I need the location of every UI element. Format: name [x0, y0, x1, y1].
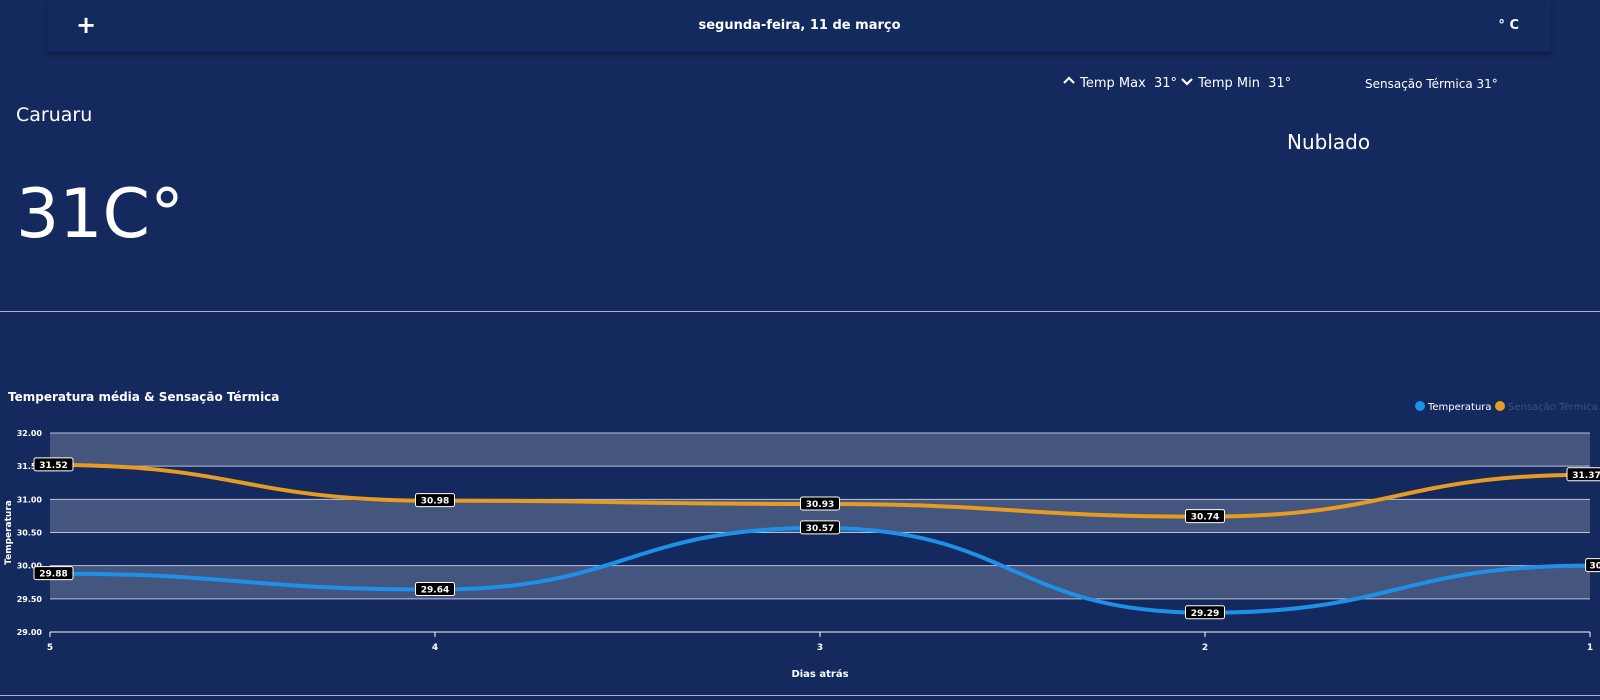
data-label-temperatura: 29.29 — [1191, 609, 1219, 619]
temp-max-value: 31° — [1153, 76, 1177, 91]
x-tick-label: 3 — [817, 643, 823, 653]
temp-max: Temp Max 31° — [1062, 74, 1177, 91]
section-divider — [0, 311, 1600, 312]
legend-item-temperatura[interactable]: Temperatura — [1415, 401, 1492, 413]
line-chart: 29.00 29.50 30.00 30.50 31.00 31.50 32.00 5 4 3 2 1… — [4, 429, 1600, 680]
current-date: segunda-feira, 11 de março — [698, 18, 901, 33]
data-label-temperatura: 30 — [1590, 562, 1600, 572]
legend-dot-temperatura — [1415, 401, 1425, 411]
chevron-up-icon — [1063, 76, 1075, 84]
data-label-box-temperatura — [415, 582, 455, 597]
data-label-temperatura: 29.88 — [39, 570, 67, 580]
y-tick-label: 29.00 — [17, 628, 43, 637]
y-tick-label: 29.50 — [17, 595, 43, 604]
legend-label-sensacao: Sensação Térmica — [1508, 402, 1598, 413]
temp-min-label: Temp Min — [1198, 76, 1260, 91]
data-label-box-sensacao — [800, 496, 840, 511]
y-tick-label: 31.50 — [17, 462, 43, 471]
add-city-button[interactable]: + — [72, 11, 100, 39]
grid-band — [50, 433, 1590, 467]
legend-label-temperatura: Temperatura — [1428, 402, 1492, 413]
current-temperature: 31C° — [16, 175, 185, 254]
feels-like: Sensação Térmica 31° — [1365, 77, 1498, 91]
y-tick-label: 30.00 — [17, 562, 43, 571]
data-label-box-temperatura — [1585, 558, 1600, 573]
data-label-sensacao: 30.98 — [421, 497, 449, 507]
data-label-box-sensacao — [33, 457, 74, 472]
grid-band — [50, 565, 1590, 599]
data-label-sensacao: 31.37 — [1572, 471, 1600, 481]
plus-icon: + — [75, 11, 97, 39]
x-tick-label: 5 — [47, 643, 53, 653]
legend-dot-sensacao — [1495, 401, 1505, 411]
temp-max-label: Temp Max — [1080, 76, 1146, 91]
chart-title: Temperatura média & Sensação Térmica — [8, 390, 280, 404]
data-label-box-sensacao — [1566, 467, 1600, 482]
data-label-box-temperatura — [800, 520, 840, 535]
unit-toggle[interactable]: ° C — [1498, 18, 1519, 33]
legend-item-sensacao[interactable]: Sensação Térmica — [1495, 401, 1598, 413]
chevron-down-icon — [1181, 78, 1193, 86]
y-axis-title: Temperatura — [4, 500, 14, 565]
data-label-box-temperatura — [1185, 605, 1225, 620]
x-tick-label: 1 — [1587, 643, 1593, 653]
y-tick-label: 30.50 — [17, 529, 43, 538]
x-tick-label: 2 — [1202, 643, 1208, 653]
data-label-sensacao: 31.52 — [39, 461, 67, 471]
data-label-sensacao: 30.93 — [806, 500, 834, 510]
weather-condition: Nublado — [1287, 130, 1371, 154]
data-label-temperatura: 29.64 — [421, 586, 449, 596]
data-label-box-sensacao — [415, 493, 455, 508]
city-name: Caruaru — [16, 104, 93, 126]
temp-min-value: 31° — [1268, 76, 1292, 91]
x-axis-title: Dias atrás — [791, 668, 848, 680]
temp-min: Temp Min 31° — [1180, 74, 1291, 91]
top-bar: + segunda-feira, 11 de março ° C — [48, 0, 1551, 52]
data-label-temperatura: 30.57 — [806, 524, 834, 534]
data-label-box-temperatura — [33, 566, 74, 581]
data-label-sensacao: 30.74 — [1191, 513, 1219, 523]
y-tick-label: 32.00 — [17, 429, 43, 438]
bottom-divider — [0, 695, 1600, 696]
y-tick-label: 31.00 — [17, 495, 43, 504]
x-tick-label: 4 — [432, 643, 438, 653]
data-label-box-sensacao — [1185, 509, 1225, 524]
